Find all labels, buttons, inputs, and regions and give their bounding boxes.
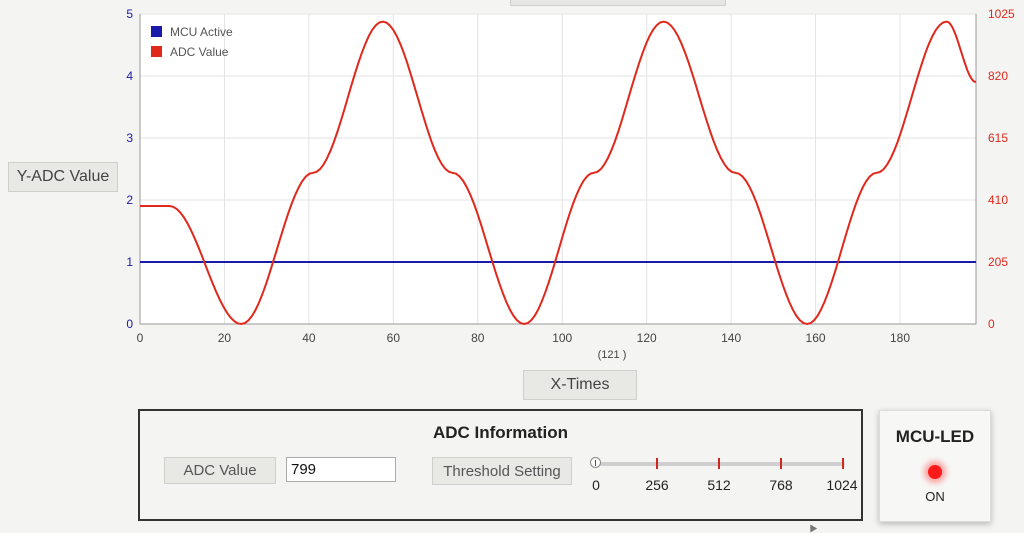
top-tab bbox=[510, 0, 726, 6]
adc-information-panel: ADC Information ADC Value Threshold Sett… bbox=[138, 409, 863, 521]
y-right-tick-label: 205 bbox=[988, 255, 1008, 269]
slider-tick-label: 1024 bbox=[826, 477, 858, 493]
threshold-slider-track[interactable] bbox=[595, 462, 845, 466]
y-left-tick-label: 5 bbox=[126, 7, 133, 21]
legend-swatch bbox=[151, 46, 162, 57]
mouse-cursor-icon bbox=[806, 522, 818, 533]
x-tick-label: 80 bbox=[471, 331, 485, 345]
x-tick-label: 120 bbox=[637, 331, 657, 345]
x-annotation: (121 ) bbox=[598, 349, 627, 361]
y-left-tick-label: 1 bbox=[126, 255, 133, 269]
x-tick-label: 160 bbox=[806, 331, 826, 345]
led-title: MCU-LED bbox=[895, 427, 975, 446]
y-right-tick-label: 0 bbox=[988, 317, 995, 331]
slider-tick-label: 768 bbox=[769, 477, 793, 493]
slider-tick-label: 256 bbox=[645, 477, 669, 493]
x-tick-label: 40 bbox=[302, 331, 316, 345]
x-tick-label: 0 bbox=[137, 331, 144, 345]
slider-tick-label: 512 bbox=[707, 477, 731, 493]
led-state: ON bbox=[925, 489, 945, 504]
adc-value-label: ADC Value bbox=[164, 457, 276, 484]
x-tick-label: 180 bbox=[890, 331, 910, 345]
x-axis-label: X-Times bbox=[523, 370, 637, 400]
plot-area bbox=[139, 13, 977, 325]
y-left-tick-label: 2 bbox=[126, 193, 133, 207]
threshold-slider-thumb[interactable] bbox=[590, 457, 601, 468]
mcu-led-panel: MCU-LED ON bbox=[879, 410, 991, 522]
y-right-tick-label: 410 bbox=[988, 193, 1008, 207]
y-left-tick-label: 3 bbox=[126, 131, 133, 145]
panel-title: ADC Information bbox=[432, 423, 569, 442]
legend-label: ADC Value bbox=[170, 45, 229, 59]
y-left-tick-label: 4 bbox=[126, 69, 133, 83]
x-tick-label: 100 bbox=[552, 331, 572, 345]
x-tick-label: 60 bbox=[387, 331, 401, 345]
slider-tick bbox=[780, 458, 782, 469]
adc-chart: 0 20 40 60 80 100 120 140 160 180 0 1 2 3 4 5 0 205 410 615… bbox=[126, 7, 1015, 361]
x-tick-label: 20 bbox=[218, 331, 232, 345]
slider-tick bbox=[718, 458, 720, 469]
legend-swatch bbox=[151, 26, 162, 37]
y-axis-label: Y-ADC Value bbox=[8, 162, 118, 192]
y-right-tick-label: 1025 bbox=[988, 7, 1015, 21]
led-indicator-icon bbox=[928, 465, 942, 479]
threshold-setting-label: Threshold Setting bbox=[432, 457, 572, 485]
slider-tick bbox=[656, 458, 658, 469]
legend-label: MCU Active bbox=[170, 25, 233, 39]
series-line-adc-value bbox=[140, 20, 977, 326]
slider-tick bbox=[842, 458, 844, 469]
y-right-tick-label: 615 bbox=[988, 131, 1008, 145]
y-right-tick-label: 820 bbox=[988, 69, 1008, 83]
x-tick-label: 140 bbox=[721, 331, 741, 345]
y-left-tick-label: 0 bbox=[126, 317, 133, 331]
slider-tick-label: 0 bbox=[592, 477, 600, 493]
adc-value-field[interactable] bbox=[286, 457, 396, 482]
